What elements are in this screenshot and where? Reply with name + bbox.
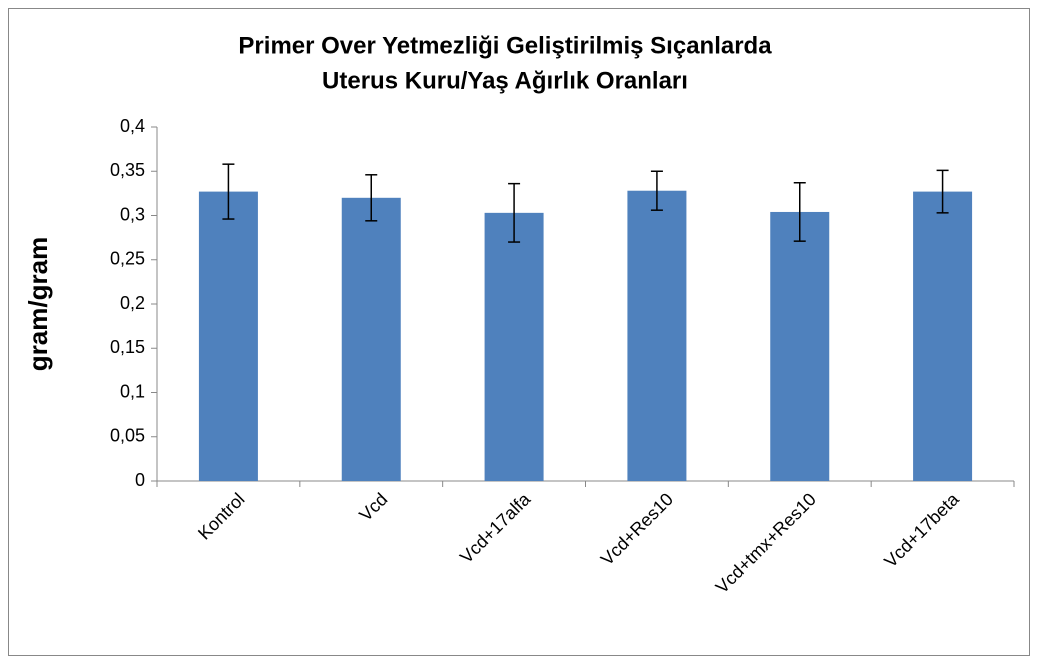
chart-title: Uterus Kuru/Yaş Ağırlık Oranları — [322, 67, 688, 94]
error-bar — [936, 169, 949, 214]
bar — [198, 191, 258, 482]
y-tick-label: 0,3 — [120, 204, 145, 224]
error-bar — [365, 174, 378, 222]
y-tick-label: 0,05 — [110, 426, 145, 446]
bar — [341, 197, 401, 482]
y-tick-label: 0,1 — [120, 381, 145, 401]
y-tick-label: 0,35 — [110, 160, 145, 180]
bar — [484, 212, 544, 481]
y-tick-label: 0,4 — [120, 116, 145, 136]
error-bar — [793, 182, 806, 242]
y-axis-label: gram/gram — [23, 237, 53, 371]
error-bar — [650, 170, 663, 211]
error-bar — [508, 182, 521, 243]
error-bar — [222, 163, 235, 220]
bar — [627, 190, 687, 481]
chart-title: Primer Over Yetmezliği Geliştirilmiş Sıç… — [238, 32, 772, 59]
bar — [913, 191, 973, 482]
y-tick-label: 0,15 — [110, 337, 145, 357]
y-tick-label: 0,2 — [120, 293, 145, 313]
y-tick-label: 0,25 — [110, 249, 145, 269]
bar — [770, 211, 830, 481]
y-tick-label: 0 — [135, 470, 145, 490]
